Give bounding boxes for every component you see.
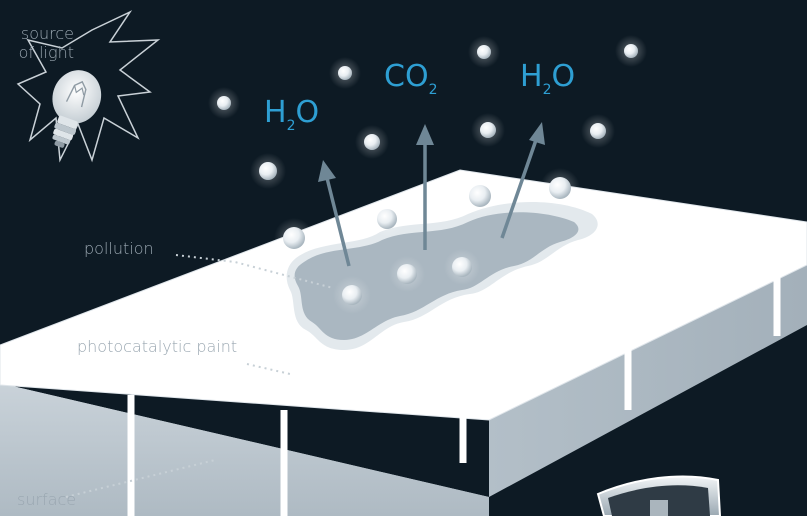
arrow-right-head xyxy=(529,122,545,145)
arrow-left-head xyxy=(318,160,336,182)
source-label-line1: source xyxy=(20,24,74,43)
light-rays xyxy=(16,10,161,163)
particle xyxy=(274,218,314,258)
molecule-h2o-left: H2O xyxy=(264,98,319,141)
particle xyxy=(540,168,580,208)
particle xyxy=(369,201,405,237)
molecule-co2-a: CO xyxy=(384,59,429,94)
molecule-co2-center: CO2 xyxy=(384,62,437,105)
arrow-center-head xyxy=(416,124,434,145)
bulb-filament xyxy=(65,80,87,108)
paint-leader xyxy=(246,363,291,375)
molecule-h2o-right-a: H xyxy=(520,59,543,94)
particle xyxy=(208,87,240,119)
light-bulb-icon xyxy=(16,10,161,163)
surface-label: surface xyxy=(17,490,77,509)
molecule-co2-sub: 2 xyxy=(428,82,438,98)
bulb-glass xyxy=(52,70,102,124)
pollution-leader xyxy=(175,254,334,289)
leader-lines xyxy=(65,254,334,498)
molecule-h2o-right-sub: 2 xyxy=(542,82,552,98)
particle xyxy=(389,256,425,292)
molecule-h2o-right-b: O xyxy=(551,59,576,94)
arrow-left-shaft xyxy=(325,177,351,267)
bulb-base xyxy=(54,122,76,135)
shield-badge-icon xyxy=(596,475,722,516)
reaction-arrows xyxy=(318,122,545,267)
molecule-h2o-left-sub: 2 xyxy=(286,118,296,134)
pollution-label: pollution xyxy=(84,239,154,258)
particle xyxy=(468,36,500,68)
particle xyxy=(444,249,480,285)
slab-front-face-bottom xyxy=(0,385,489,516)
bulb-neck xyxy=(57,115,78,129)
slab-right-face xyxy=(489,265,807,497)
molecule-h2o-left-a: H xyxy=(264,95,287,130)
molecule-h2o-left-b: O xyxy=(295,95,320,130)
particles xyxy=(208,35,647,314)
particle xyxy=(355,125,389,159)
particle xyxy=(615,35,647,67)
arrow-right-shaft xyxy=(500,139,538,239)
particle xyxy=(460,176,500,216)
molecule-h2o-right: H2O xyxy=(520,62,575,105)
particle xyxy=(250,153,286,189)
source-label-line2: of light xyxy=(18,43,74,62)
particle xyxy=(471,113,505,147)
source-of-light-label: source of light xyxy=(10,24,74,62)
particle xyxy=(333,276,371,314)
photocatalytic-paint-label: photocatalytic paint xyxy=(77,337,238,356)
particle xyxy=(329,57,361,89)
particle xyxy=(581,114,615,148)
surface-leader xyxy=(65,459,216,498)
